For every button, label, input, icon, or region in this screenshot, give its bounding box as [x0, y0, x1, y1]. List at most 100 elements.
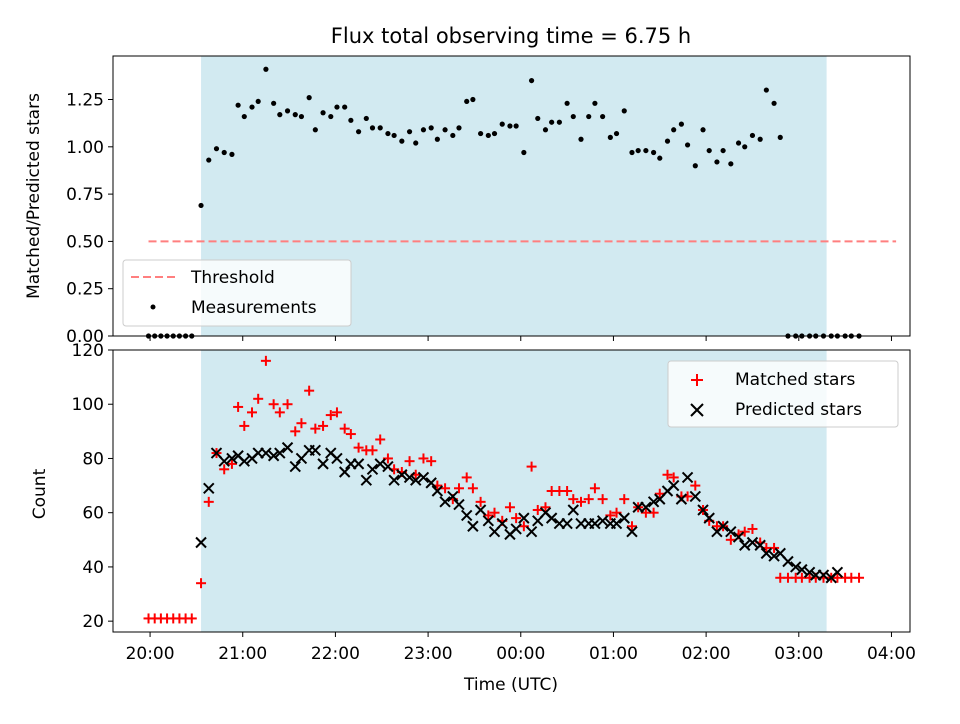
- measurement-point: [348, 117, 354, 123]
- measurement-point: [621, 108, 627, 114]
- matched-star-point: [532, 504, 543, 515]
- predicted-star-point: [226, 452, 238, 465]
- matched-star-point: [589, 483, 600, 494]
- matched-star-point: [226, 458, 237, 469]
- predicted-star-point: [352, 458, 365, 470]
- bottom-y-tick-label: 40: [82, 558, 104, 578]
- matched-star-point: [274, 407, 285, 418]
- predicted-star-point: [754, 539, 766, 551]
- predicted-star-point: [218, 455, 230, 467]
- predicted-star-point: [482, 515, 495, 527]
- matched-star-point: [668, 472, 679, 483]
- measurement-point: [342, 104, 348, 110]
- bottom-x-tick-label: 01:00: [589, 644, 638, 664]
- measurement-point: [507, 123, 513, 129]
- predicted-star-point: [396, 469, 408, 481]
- predicted-star-point: [667, 479, 680, 492]
- predicted-star-point: [317, 458, 329, 470]
- predicted-star-point: [789, 561, 802, 573]
- predicted-star-point: [338, 466, 351, 478]
- predicted-star-point: [703, 512, 715, 524]
- top-legend-box: [122, 259, 352, 327]
- measurement-point: [263, 66, 269, 72]
- predicted-star-point: [289, 460, 301, 473]
- matched-star-point: [339, 423, 350, 434]
- measurement-point: [749, 132, 756, 139]
- matched-star-point: [203, 496, 214, 507]
- predicted-star-point: [382, 460, 394, 473]
- predicted-star-point: [425, 477, 437, 489]
- bottom-x-tick-label: 20:00: [126, 644, 175, 664]
- measurement-point: [235, 102, 241, 108]
- predicted-star-point: [467, 520, 479, 532]
- matched-star-point: [461, 472, 472, 483]
- predicted-star-point: [203, 482, 215, 494]
- predicted-star-point: [640, 501, 652, 513]
- predicted-star-point: [260, 447, 272, 459]
- measurement-point: [535, 115, 541, 122]
- matched-star-point: [662, 469, 673, 480]
- bottom-y-tick-label: 80: [82, 449, 104, 469]
- matched-star-point: [453, 483, 464, 494]
- predicted-star-point: [596, 515, 609, 527]
- matched-star-point: [375, 434, 386, 445]
- measurement-point: [277, 112, 283, 118]
- top-y-tick-label: 1.00: [66, 138, 104, 158]
- matched-star-point: [739, 526, 750, 537]
- measurement-point: [464, 98, 470, 105]
- measurement-point: [556, 119, 562, 125]
- bottom-panel: 20 40 60 80 100 120 20:00 21:00 22:00 23:00 00:00 0…: [30, 341, 916, 695]
- measurement-point: [735, 140, 742, 146]
- measurement-point: [643, 147, 649, 154]
- predicted-star-point: [697, 504, 709, 516]
- matched-star-point: [619, 494, 630, 505]
- predicted-star-point: [417, 471, 430, 484]
- matched-star-point: [489, 507, 500, 518]
- measurement-point: [312, 127, 318, 133]
- measurement-point: [728, 161, 734, 167]
- predicted-star-point: [447, 490, 459, 503]
- matched-star-point: [233, 401, 244, 412]
- measurement-point: [434, 136, 440, 142]
- bottom-x-tick-label: 22:00: [311, 644, 360, 664]
- matched-star-point: [260, 355, 271, 366]
- top-y-axis-label: Matched/Predicted stars: [24, 93, 44, 299]
- matched-star-point: [196, 578, 207, 589]
- top-y-tick-label: 1.25: [66, 91, 104, 111]
- predicted-star-point: [589, 517, 601, 530]
- predicted-star-point: [626, 525, 638, 538]
- top-y-tick-label: 0.50: [66, 232, 104, 252]
- measurement-point: [763, 87, 769, 93]
- measurement-point: [355, 129, 362, 135]
- matched-star-point: [854, 572, 865, 583]
- measurement-point: [221, 149, 227, 156]
- matched-star-point: [247, 407, 258, 418]
- predicted-legend-label: Predicted stars: [735, 400, 862, 420]
- bottom-x-axis-label: Time (UTC): [463, 675, 558, 695]
- measurement-point: [241, 113, 247, 120]
- bottom-x-tick-label: 00:00: [496, 644, 545, 664]
- measurement-point: [450, 132, 456, 139]
- predicted-star-point: [431, 485, 444, 497]
- predicted-star-point: [274, 447, 286, 459]
- measurement-point: [592, 100, 598, 106]
- matched-star-point: [268, 399, 279, 410]
- measurement-point: [635, 147, 641, 154]
- measurement-point: [742, 144, 748, 150]
- measurement-point: [607, 134, 613, 140]
- top-legend: Threshold Measurements: [122, 259, 352, 327]
- measurement-point: [271, 100, 277, 106]
- bottom-x-tick-label: 21:00: [218, 644, 267, 664]
- matched-star-point: [504, 502, 515, 513]
- matched-star-point: [186, 613, 197, 624]
- measurement-point: [629, 149, 635, 156]
- predicted-star-point: [439, 496, 451, 508]
- predicted-star-point: [453, 498, 465, 511]
- measurement-point: [528, 77, 535, 84]
- top-y-tick-label: 0.25: [66, 280, 104, 300]
- matched-star-point: [583, 494, 594, 505]
- measurement-point: [651, 149, 657, 156]
- measurement-point: [564, 100, 570, 106]
- matched-star-point: [353, 442, 364, 453]
- matched-star-point: [562, 486, 573, 496]
